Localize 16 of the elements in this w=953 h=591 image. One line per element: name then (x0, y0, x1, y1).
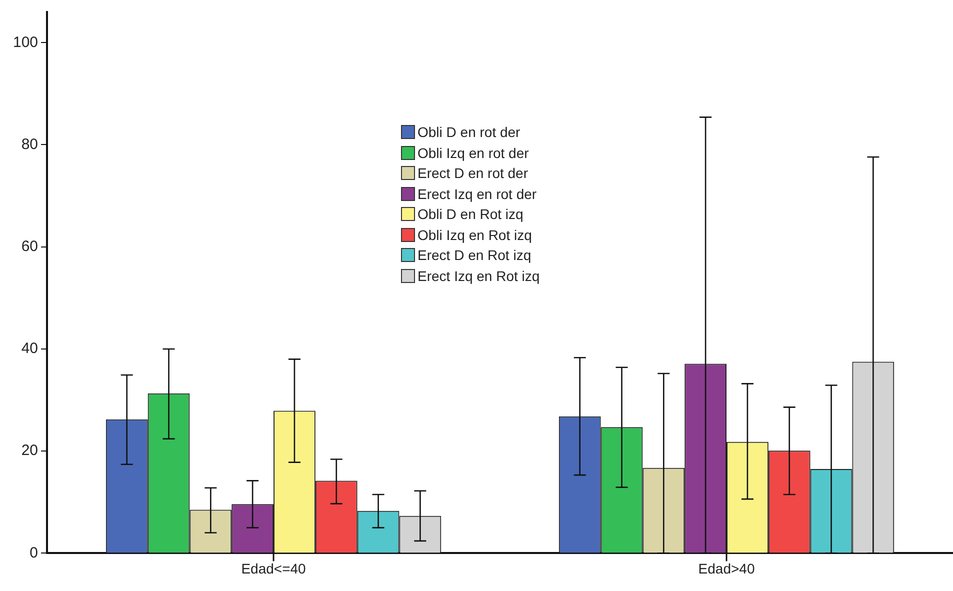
x-tick-label: Edad>40 (698, 560, 755, 576)
legend-label: Obli D en rot der (418, 123, 520, 142)
legend-label: Obli Izq en rot der (418, 144, 529, 163)
x-tick-label: Edad<=40 (241, 560, 306, 576)
legend-label: Obli Izq en Rot izq (418, 226, 532, 245)
y-tick-label: 60 (21, 238, 38, 255)
legend-label: Obli D en Rot izq (418, 205, 524, 224)
y-tick-label: 20 (21, 442, 38, 460)
legend-label: Erect Izq en Rot izq (418, 266, 540, 286)
y-tick-label: 80 (21, 136, 38, 153)
legend-label: Erect D en Rot izq (418, 246, 532, 265)
y-tick-label: 0 (30, 544, 38, 562)
legend-label: Erect Izq en rot der (418, 184, 537, 204)
y-tick-label: 40 (21, 340, 38, 358)
y-tick-label: 100 (12, 34, 38, 51)
legend-label: Erect D en rot der (418, 164, 528, 183)
